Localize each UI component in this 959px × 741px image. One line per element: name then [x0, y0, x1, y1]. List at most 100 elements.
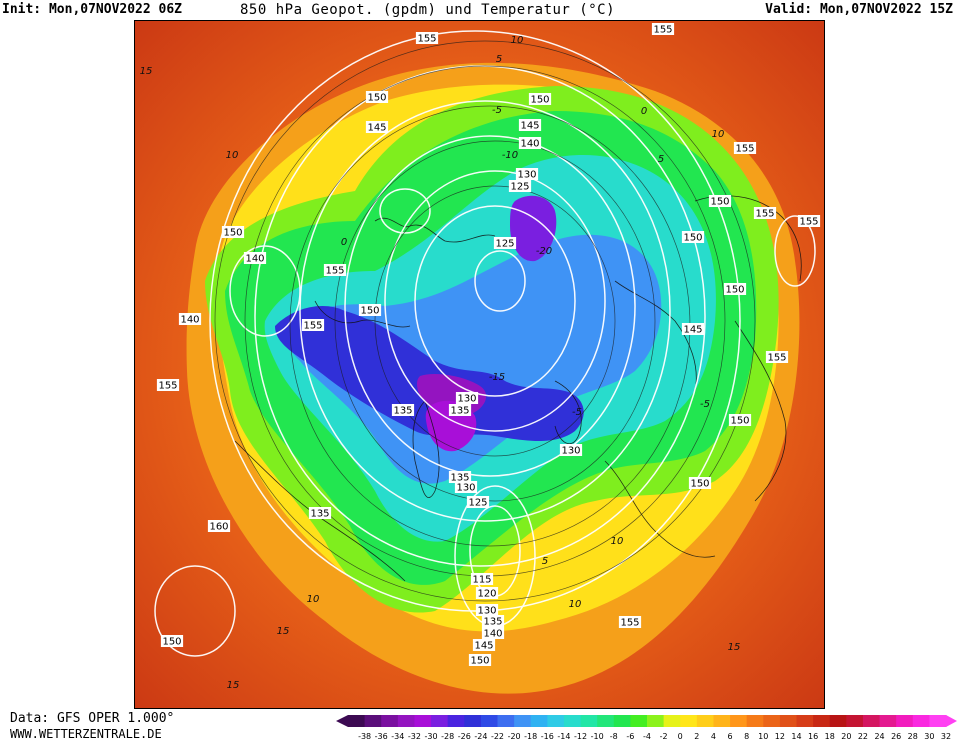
legend-tick-label: 24: [874, 732, 884, 741]
geopotential-label: 155: [753, 207, 777, 220]
legend-swatch: [929, 715, 947, 727]
temperature-label: 5: [542, 556, 548, 567]
legend-tick-label: 30: [924, 732, 934, 741]
map-panel: 155 155 150 150 145 145 140 155 130 125 150 155 155 1…: [134, 20, 825, 709]
geopotential-label: 150: [358, 304, 382, 317]
svg-text:155: 155: [417, 34, 436, 45]
legend-swatch: [563, 715, 582, 727]
temperature-label: 15: [140, 66, 153, 77]
legend-swatch: [813, 715, 831, 727]
legend-swatch: [414, 715, 432, 727]
legend-tick-label: 10: [758, 732, 768, 741]
geopotential-label: 135: [308, 507, 332, 520]
geopotential-label: 155: [765, 351, 789, 364]
legend-tick-label: 8: [744, 732, 749, 741]
legend-swatch: [630, 715, 648, 727]
svg-text:130: 130: [561, 446, 580, 457]
svg-text:135: 135: [310, 509, 329, 520]
svg-text:140: 140: [483, 629, 502, 640]
legend-tick-label: -28: [441, 732, 454, 741]
legend-swatch: [547, 715, 565, 727]
legend-swatch: [580, 715, 598, 727]
legend-tick-label: -2: [660, 732, 668, 741]
svg-text:130: 130: [457, 394, 476, 405]
svg-text:150: 150: [360, 306, 379, 317]
svg-text:140: 140: [180, 315, 199, 326]
svg-text:115: 115: [472, 575, 491, 586]
legend-swatch: [514, 715, 532, 727]
geopotential-label: 150: [365, 91, 389, 104]
temp-band-blue: [275, 306, 584, 441]
svg-text:150: 150: [690, 479, 709, 490]
geopotential-label: 150: [688, 477, 712, 490]
geopotential-label: 155: [156, 379, 180, 392]
legend-swatch: [779, 715, 797, 727]
data-source: Data: GFS OPER 1.000°: [10, 711, 175, 726]
svg-text:135: 135: [393, 406, 412, 417]
legend-tick-label: 22: [858, 732, 868, 741]
geopotential-label: 145: [472, 639, 496, 652]
geopotential-label: 155: [618, 616, 642, 629]
legend-tick-label: -14: [557, 732, 570, 741]
temperature-label: 0: [341, 237, 347, 248]
svg-text:155: 155: [325, 266, 344, 277]
legend-tick-label: 0: [678, 732, 683, 741]
legend-swatch: [348, 715, 366, 727]
legend-tick-label: 2: [694, 732, 699, 741]
temperature-label: 15: [277, 626, 290, 637]
temp-band-lightblue: [284, 234, 662, 484]
legend-swatch: [364, 715, 382, 727]
legend-tick-label: -24: [474, 732, 487, 741]
svg-text:150: 150: [162, 637, 181, 648]
legend-swatch: [597, 715, 615, 727]
svg-text:150: 150: [683, 233, 702, 244]
svg-text:155: 155: [799, 217, 818, 228]
legend-tick-label: -20: [508, 732, 521, 741]
legend-tick-label: -10: [591, 732, 604, 741]
temperature-label: 10: [611, 536, 624, 547]
geopotential-label: 125: [508, 180, 532, 193]
legend-tick-label: -30: [425, 732, 438, 741]
temperature-label: 10: [226, 150, 239, 161]
legend-tick-label: 16: [808, 732, 818, 741]
legend-swatch: [613, 715, 631, 727]
geopotential-label: 125: [493, 237, 517, 250]
legend-swatch: [713, 715, 731, 727]
geopotential-label: 130: [515, 168, 539, 181]
geopotential-label: 130: [559, 444, 583, 457]
svg-text:130: 130: [517, 170, 536, 181]
svg-text:150: 150: [725, 285, 744, 296]
legend-tick-label: 32: [941, 732, 951, 741]
temperature-label: 5: [658, 154, 664, 165]
geopotential-label: 150: [221, 226, 245, 239]
geopotential-label: 150: [160, 635, 184, 648]
geopotential-label: 135: [391, 404, 415, 417]
svg-text:120: 120: [477, 589, 496, 600]
temperature-label: 15: [728, 642, 741, 653]
svg-text:145: 145: [683, 325, 702, 336]
legend-swatch: [829, 715, 847, 727]
geopotential-label: 140: [518, 137, 542, 150]
legend-swatch: [431, 715, 449, 727]
legend-tick-label: -32: [408, 732, 421, 741]
temperature-label: 10: [511, 35, 524, 46]
svg-text:155: 155: [735, 144, 754, 155]
svg-text:130: 130: [477, 606, 496, 617]
temperature-legend: -38 -36 -34 -32 -30 -28 -26 -24 -22 -20 -18 -16 -14-…: [336, 715, 957, 741]
legend-tick-label: -18: [524, 732, 537, 741]
geopotential-label: 150: [723, 283, 747, 296]
geopotential-label: 140: [178, 313, 202, 326]
legend-swatch: [846, 715, 864, 727]
legend-arrow-left: [336, 715, 348, 727]
legend-tick-label: 28: [908, 732, 918, 741]
legend-tick-label: -26: [458, 732, 471, 741]
geopotential-label: 135: [448, 404, 472, 417]
temperature-label: 5: [496, 54, 502, 65]
geopotential-label: 145: [518, 119, 542, 132]
init-time: Init: Mon,07NOV2022 06Z: [2, 2, 183, 17]
website-credit: WWW.WETTERZENTRALE.DE: [10, 727, 162, 741]
svg-text:135: 135: [450, 473, 469, 484]
svg-text:150: 150: [223, 228, 242, 239]
legend-tick-label: -36: [375, 732, 388, 741]
